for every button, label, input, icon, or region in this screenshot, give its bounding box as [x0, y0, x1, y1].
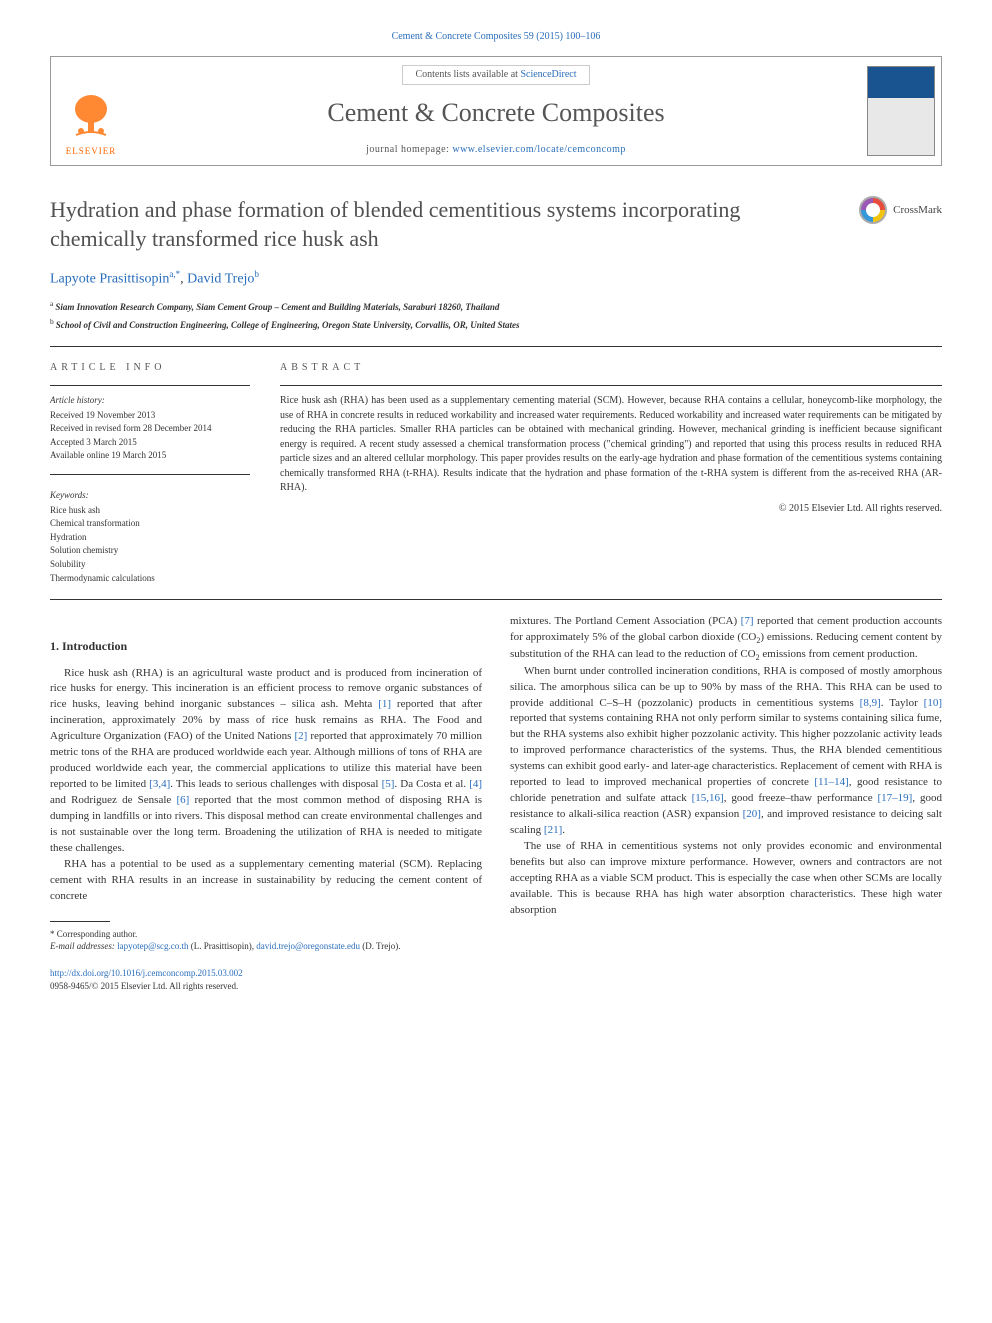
p1f: and Rodriguez de Sensale [50, 794, 176, 806]
article-title: Hydration and phase formation of blended… [50, 196, 859, 253]
journal-cover-block [861, 57, 941, 165]
contents-available: Contents lists available at ScienceDirec… [402, 65, 589, 85]
ref-3-4[interactable]: [3,4] [149, 778, 170, 790]
history-received: Received 19 November 2013 [50, 409, 250, 422]
email-label: E-mail addresses: [50, 941, 117, 951]
elsevier-tree-icon [66, 91, 116, 141]
footer-block: http://dx.doi.org/10.1016/j.cemconcomp.2… [50, 967, 482, 993]
citation-header: Cement & Concrete Composites 59 (2015) 1… [50, 30, 942, 44]
keyword-item: Solubility [50, 558, 250, 571]
p3a: mixtures. The Portland Cement Associatio… [510, 615, 741, 627]
corresponding-mark[interactable]: * [176, 269, 181, 279]
p4h: . [562, 824, 565, 836]
ref-21[interactable]: [21] [544, 824, 562, 836]
homepage-prefix: journal homepage: [366, 144, 452, 155]
ref-11-14[interactable]: [11–14] [814, 776, 848, 788]
history-label: Article history: [50, 394, 250, 407]
intro-paragraph-3: mixtures. The Portland Cement Associatio… [510, 614, 942, 664]
ref-6[interactable]: [6] [176, 794, 189, 806]
abstract-text: Rice husk ash (RHA) has been used as a s… [280, 394, 942, 496]
section-1-heading: 1. Introduction [50, 638, 482, 655]
article-info-heading: article info [50, 361, 250, 375]
ref-5[interactable]: [5] [382, 778, 395, 790]
keyword-item: Thermodynamic calculations [50, 572, 250, 585]
ref-10[interactable]: [10] [924, 697, 942, 709]
ref-1[interactable]: [1] [378, 698, 391, 710]
author-link-1[interactable]: Lapyote Prasittisopin [50, 271, 169, 286]
p4e: , good freeze–thaw performance [724, 792, 878, 804]
history-online: Available online 19 March 2015 [50, 449, 250, 462]
abstract-heading: abstract [280, 361, 942, 375]
ref-8-9[interactable]: [8,9] [860, 697, 881, 709]
email1-author: (L. Prasittisopin), [188, 941, 256, 951]
body-col-right: mixtures. The Portland Cement Associatio… [510, 614, 942, 993]
contents-prefix: Contents lists available at [415, 69, 520, 80]
affiliation-b-text: School of Civil and Construction Enginee… [56, 320, 520, 330]
p1e: . Da Costa et al. [394, 778, 469, 790]
p4b: . Taylor [881, 697, 924, 709]
abstract-column: abstract Rice husk ash (RHA) has been us… [280, 361, 942, 585]
email-link-1[interactable]: lapyotep@scg.co.th [117, 941, 188, 951]
header-center: Contents lists available at ScienceDirec… [131, 57, 861, 165]
sciencedirect-link[interactable]: ScienceDirect [520, 69, 576, 80]
ref-7[interactable]: [7] [741, 615, 754, 627]
crossmark-widget[interactable]: CrossMark [859, 196, 942, 224]
journal-cover-thumbnail [867, 66, 935, 156]
p1d: . This leads to serious challenges with … [170, 778, 381, 790]
keyword-item: Rice husk ash [50, 504, 250, 517]
body-columns: 1. Introduction Rice husk ash (RHA) is a… [50, 614, 942, 993]
info-divider [50, 385, 250, 386]
keyword-item: Hydration [50, 531, 250, 544]
divider-bottom [50, 599, 942, 600]
page-root: Cement & Concrete Composites 59 (2015) 1… [0, 0, 992, 1023]
history-accepted: Accepted 3 March 2015 [50, 436, 250, 449]
intro-paragraph-2: RHA has a potential to be used as a supp… [50, 857, 482, 905]
history-revised: Received in revised form 28 December 201… [50, 422, 250, 435]
intro-paragraph-5: The use of RHA in cementitious systems n… [510, 839, 942, 919]
affiliation-b: bSchool of Civil and Construction Engine… [50, 317, 942, 332]
authors-line: Lapyote Prasittisopina,*, David Trejob [50, 268, 942, 289]
ref-15-16[interactable]: [15,16] [692, 792, 724, 804]
author2-affil-mark: b [254, 269, 259, 279]
title-row: Hydration and phase formation of blended… [50, 196, 942, 253]
keywords-divider [50, 474, 250, 475]
homepage-link[interactable]: www.elsevier.com/locate/cemconcomp [452, 144, 626, 155]
journal-header: ELSEVIER Contents lists available at Sci… [50, 56, 942, 166]
corresponding-note: * Corresponding author. [50, 928, 482, 941]
ref-17-19[interactable]: [17–19] [878, 792, 913, 804]
article-info-column: article info Article history: Received 1… [50, 361, 250, 585]
footnote-divider [50, 921, 110, 922]
copyright-line: © 2015 Elsevier Ltd. All rights reserved… [280, 502, 942, 516]
ref-2[interactable]: [2] [295, 730, 308, 742]
email-link-2[interactable]: david.trejo@oregonstate.edu [256, 941, 360, 951]
doi-link[interactable]: http://dx.doi.org/10.1016/j.cemconcomp.2… [50, 968, 243, 978]
affiliation-a: aSiam Innovation Research Company, Siam … [50, 299, 942, 314]
crossmark-icon [859, 196, 887, 224]
body-col-left: 1. Introduction Rice husk ash (RHA) is a… [50, 614, 482, 993]
intro-paragraph-4: When burnt under controlled incineration… [510, 664, 942, 839]
p3d: emissions from cement production. [760, 648, 918, 660]
abstract-divider [280, 385, 942, 386]
keyword-item: Solution chemistry [50, 544, 250, 557]
ref-4[interactable]: [4] [469, 778, 482, 790]
affiliation-a-text: Siam Innovation Research Company, Siam C… [55, 302, 499, 312]
author-link-2[interactable]: David Trejo [187, 271, 254, 286]
publisher-name: ELSEVIER [66, 145, 117, 158]
journal-name: Cement & Concrete Composites [141, 95, 851, 131]
email2-author: (D. Trejo). [360, 941, 401, 951]
intro-paragraph-1: Rice husk ash (RHA) is an agricultural w… [50, 666, 482, 857]
keyword-item: Chemical transformation [50, 517, 250, 530]
ref-20[interactable]: [20] [743, 808, 761, 820]
crossmark-label: CrossMark [893, 203, 942, 218]
divider-top [50, 346, 942, 347]
keywords-label: Keywords: [50, 489, 250, 502]
publisher-logo-block: ELSEVIER [51, 57, 131, 165]
meta-row: article info Article history: Received 1… [50, 361, 942, 585]
issn-copyright: 0958-9465/© 2015 Elsevier Ltd. All right… [50, 980, 482, 993]
email-note: E-mail addresses: lapyotep@scg.co.th (L.… [50, 940, 482, 953]
homepage-line: journal homepage: www.elsevier.com/locat… [141, 143, 851, 157]
